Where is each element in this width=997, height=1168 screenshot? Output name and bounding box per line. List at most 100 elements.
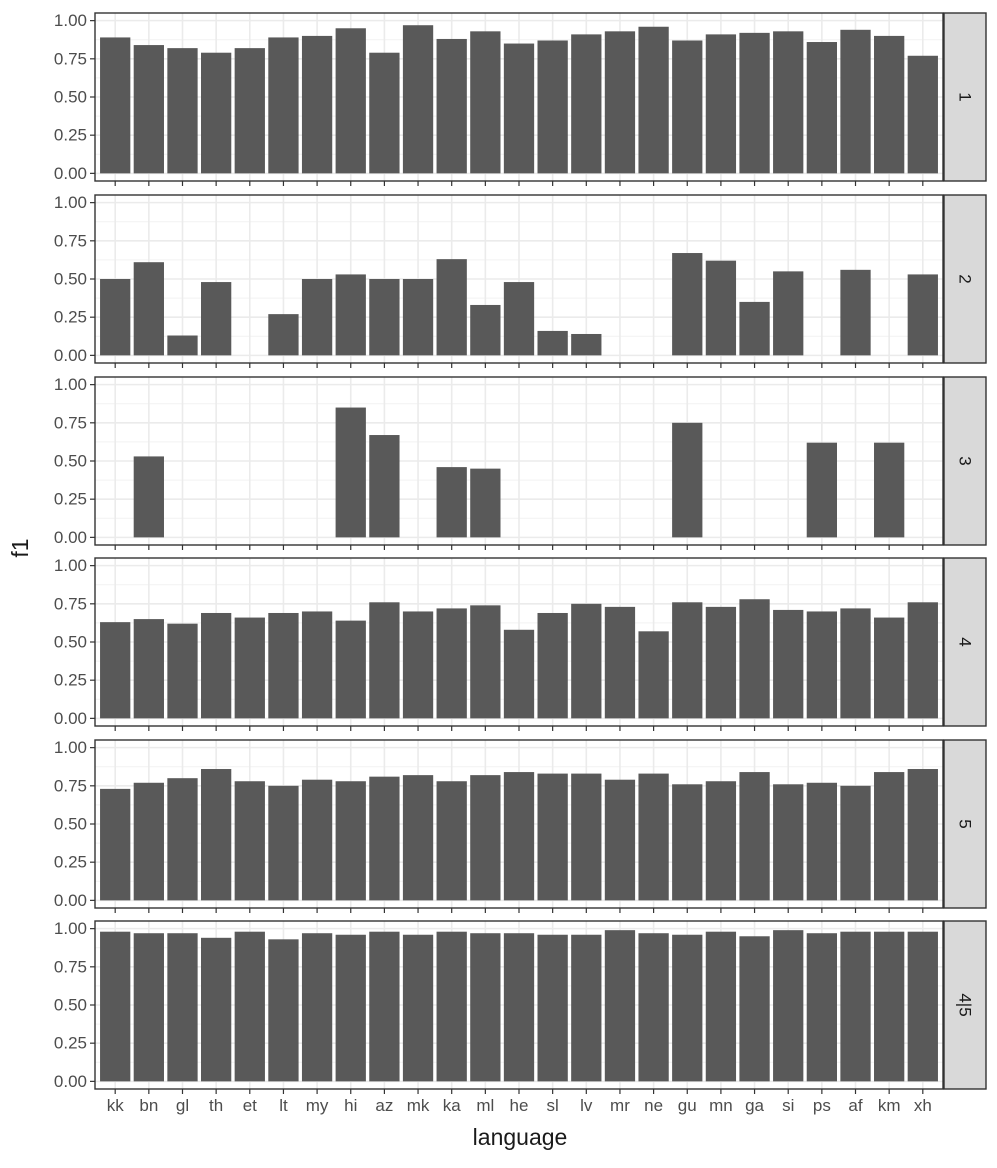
bar — [167, 623, 198, 719]
facet-strip — [943, 920, 987, 1090]
x-tick-label: lv — [580, 1096, 593, 1115]
y-tick-label: 1.00 — [54, 193, 87, 212]
y-tick-label: 0.50 — [54, 996, 87, 1015]
x-tick-label: sl — [547, 1096, 559, 1115]
bar — [369, 602, 400, 719]
bar — [100, 622, 131, 719]
bar — [100, 37, 131, 174]
x-tick-label: lt — [279, 1096, 288, 1115]
bar — [100, 279, 131, 356]
bar — [470, 31, 501, 174]
bar — [604, 606, 636, 719]
bar — [874, 617, 905, 719]
x-tick-label: xh — [914, 1096, 932, 1115]
bar — [234, 617, 265, 719]
bar — [907, 55, 938, 174]
bar — [201, 282, 232, 356]
bar — [806, 611, 837, 719]
y-tick-label: 0.75 — [54, 49, 87, 68]
facet-strip-label: 1 — [956, 92, 975, 101]
bar — [133, 782, 164, 901]
bar — [201, 612, 232, 719]
bar — [201, 769, 232, 901]
bar — [638, 26, 669, 174]
bar — [571, 34, 602, 174]
bar — [638, 773, 669, 901]
bar — [503, 772, 535, 901]
bar — [907, 602, 938, 719]
y-tick-label: 0.25 — [54, 490, 87, 509]
x-tick-label: bn — [139, 1096, 158, 1115]
y-tick-label: 0.50 — [54, 815, 87, 834]
bar — [369, 435, 400, 538]
y-tick-label: 0.00 — [54, 1072, 87, 1091]
bar — [672, 40, 703, 174]
x-tick-label: ps — [813, 1096, 831, 1115]
y-tick-label: 0.00 — [54, 528, 87, 547]
bar — [806, 42, 837, 174]
y-tick-label: 0.75 — [54, 231, 87, 250]
bar — [705, 781, 737, 901]
y-tick-label: 0.00 — [54, 709, 87, 728]
panels-layer: 1 0.00 0.25 0.50 0.75 1.00 2 0.00 0.25 0.50 0.75 1.… — [54, 11, 987, 1115]
bar — [470, 468, 501, 538]
bar — [705, 34, 737, 174]
bar — [201, 52, 232, 174]
bar — [133, 262, 164, 356]
bar — [672, 422, 703, 538]
bar — [167, 778, 198, 901]
bar — [100, 931, 131, 1082]
bar — [369, 52, 400, 174]
bar — [335, 934, 366, 1082]
facet-strip — [943, 557, 987, 727]
bar — [907, 274, 938, 356]
bar — [470, 775, 501, 901]
bar — [739, 936, 770, 1082]
bar — [739, 599, 770, 719]
bar — [133, 456, 164, 538]
bar — [705, 931, 737, 1082]
bar — [301, 611, 333, 719]
x-tick-label: hi — [344, 1096, 357, 1115]
y-tick-label: 1.00 — [54, 738, 87, 757]
facet-panel: 4 0.00 0.25 0.50 0.75 1.00 — [54, 556, 987, 731]
x-tick-label: gu — [678, 1096, 697, 1115]
bar — [773, 784, 804, 901]
bar — [369, 931, 400, 1082]
bar — [672, 784, 703, 901]
bar — [167, 933, 198, 1082]
bar — [503, 933, 535, 1082]
bar — [604, 31, 636, 174]
y-tick-label: 0.75 — [54, 776, 87, 795]
bar — [402, 279, 434, 356]
bar — [301, 779, 333, 901]
bar — [874, 772, 905, 901]
y-tick-label: 0.25 — [54, 126, 87, 145]
x-tick-label: si — [782, 1096, 794, 1115]
bar — [571, 333, 602, 356]
x-tick-label: ka — [443, 1096, 462, 1115]
bar — [907, 931, 938, 1082]
bar — [470, 304, 501, 356]
bar — [133, 45, 164, 174]
bar — [537, 330, 568, 356]
bar — [133, 619, 164, 719]
facet-panel: 4|5 0.00 0.25 0.50 0.75 1.00 — [54, 919, 987, 1094]
bar — [571, 773, 602, 901]
y-tick-label: 1.00 — [54, 11, 87, 30]
bar — [604, 930, 636, 1082]
bar — [840, 785, 871, 901]
y-tick-label: 0.00 — [54, 346, 87, 365]
bar — [907, 769, 938, 901]
bar — [234, 931, 265, 1082]
bar — [436, 931, 467, 1082]
y-tick-label: 0.00 — [54, 891, 87, 910]
y-tick-label: 0.50 — [54, 88, 87, 107]
bar — [503, 629, 535, 719]
y-axis-title: f1 — [7, 538, 33, 557]
bar — [672, 602, 703, 719]
bar — [840, 931, 871, 1082]
facet-panel: 3 0.00 0.25 0.50 0.75 1.00 — [54, 375, 987, 550]
